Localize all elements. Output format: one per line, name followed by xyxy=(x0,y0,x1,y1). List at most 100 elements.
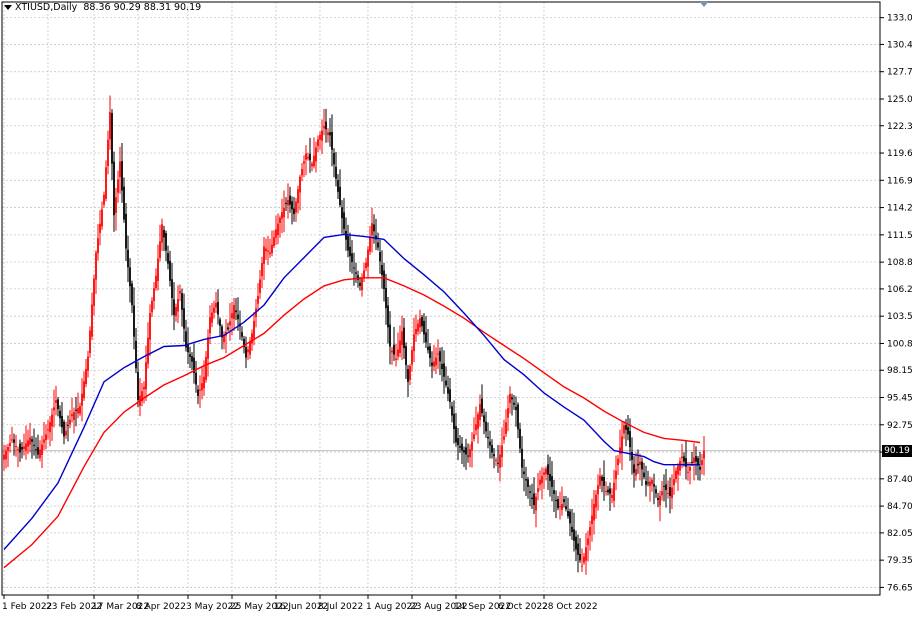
plot-frame xyxy=(1,1,881,596)
bear-candle xyxy=(197,389,199,396)
bear-candle xyxy=(579,553,581,561)
bull-candle xyxy=(419,318,421,328)
y-tick-label: 119.65 xyxy=(887,149,912,159)
bull-candle xyxy=(43,439,45,443)
bull-candle xyxy=(277,223,279,236)
bull-candle xyxy=(247,349,249,353)
bull-candle xyxy=(45,434,47,441)
bull-candle xyxy=(259,279,261,294)
bear-candle xyxy=(359,282,361,286)
bear-candle xyxy=(511,397,513,400)
bull-candle xyxy=(301,169,303,176)
bear-candle xyxy=(567,511,569,517)
dropdown-triangle-icon[interactable] xyxy=(4,5,12,10)
bear-candle xyxy=(121,161,123,191)
bear-candle xyxy=(347,235,349,251)
bull-candle xyxy=(141,391,143,402)
bear-candle xyxy=(379,252,381,262)
bear-candle xyxy=(217,301,219,315)
bear-candle xyxy=(357,275,359,280)
y-tick-label: 133.05 xyxy=(887,14,912,24)
bull-candle xyxy=(283,208,285,218)
chart-title: XTIUSD,Daily 88.36 90.29 88.31 90.19 xyxy=(4,2,201,13)
bull-candle xyxy=(211,312,213,323)
bull-candle xyxy=(271,244,273,254)
bear-candle xyxy=(685,458,687,467)
y-tick-label: 106.20 xyxy=(887,285,912,295)
bull-candle xyxy=(361,278,363,291)
bear-candle xyxy=(61,415,63,428)
bear-candle xyxy=(341,207,343,219)
bear-candle xyxy=(329,132,331,136)
bull-candle xyxy=(315,147,317,162)
bear-candle xyxy=(459,446,461,448)
bull-candle xyxy=(363,270,365,279)
bull-candle xyxy=(477,414,479,429)
bull-candle xyxy=(23,446,25,449)
bull-candle xyxy=(311,163,313,167)
bull-candle xyxy=(65,430,67,436)
y-tick-label: 87.40 xyxy=(887,475,912,485)
symbol-timeframe: XTIUSD,Daily xyxy=(15,2,78,13)
x-tick-label: 23 Aug 2022 xyxy=(410,602,468,612)
bear-candle xyxy=(389,324,391,347)
bull-candle xyxy=(53,407,55,411)
bull-candle xyxy=(613,482,615,501)
bear-candle xyxy=(455,426,457,443)
bull-candle xyxy=(411,350,413,365)
bear-candle xyxy=(551,476,553,487)
bear-candle xyxy=(111,113,113,164)
bear-candle xyxy=(449,389,451,403)
bear-candle xyxy=(377,242,379,248)
bear-candle xyxy=(191,356,193,362)
bear-candle xyxy=(665,484,667,490)
moving-averages xyxy=(3,233,701,569)
x-tick-label: 16 Jun 2022 xyxy=(274,602,328,612)
bear-candle xyxy=(21,447,23,450)
bear-candle xyxy=(513,402,515,405)
bull-candle xyxy=(89,330,91,354)
bull-candle xyxy=(73,412,75,420)
bull-candle xyxy=(681,456,683,459)
bull-candle xyxy=(27,440,29,447)
bull-candle xyxy=(623,425,625,434)
bull-candle xyxy=(47,429,49,431)
bull-candle xyxy=(263,246,265,264)
bull-candle xyxy=(117,179,119,193)
bear-candle xyxy=(447,387,449,394)
bear-candle xyxy=(35,449,37,451)
bull-candle xyxy=(693,457,695,463)
bull-candle xyxy=(153,288,155,301)
bear-candle xyxy=(629,431,631,448)
bear-candle xyxy=(695,456,697,462)
bull-candle xyxy=(321,130,323,141)
y-tick-label: 95.45 xyxy=(887,394,912,404)
bear-candle xyxy=(443,363,445,377)
bull-candle xyxy=(543,472,545,475)
bear-candle xyxy=(571,526,573,533)
bear-candle xyxy=(653,484,655,487)
x-tick-label: 14 Sep 2022 xyxy=(454,602,511,612)
bear-candle xyxy=(529,491,531,493)
bull-candle xyxy=(317,139,319,147)
bull-candle xyxy=(261,262,263,277)
bull-candle xyxy=(71,414,73,417)
bull-candle xyxy=(273,237,275,247)
chart-shift-marker-icon[interactable] xyxy=(699,1,709,7)
bull-candle xyxy=(585,547,587,561)
bear-candle xyxy=(407,369,409,382)
bear-candle xyxy=(425,332,427,343)
bear-candle xyxy=(463,450,465,453)
ma-slow-line xyxy=(3,277,701,569)
bull-candle xyxy=(93,278,95,306)
bear-candle xyxy=(423,320,425,335)
bull-candle xyxy=(251,333,253,344)
ma-fast-line xyxy=(3,233,700,550)
bull-candle xyxy=(587,538,589,546)
bull-candle xyxy=(661,491,663,496)
bear-candle xyxy=(245,347,247,358)
y-tick-label: 76.65 xyxy=(887,583,912,593)
y-tick-label: 98.15 xyxy=(887,366,912,376)
